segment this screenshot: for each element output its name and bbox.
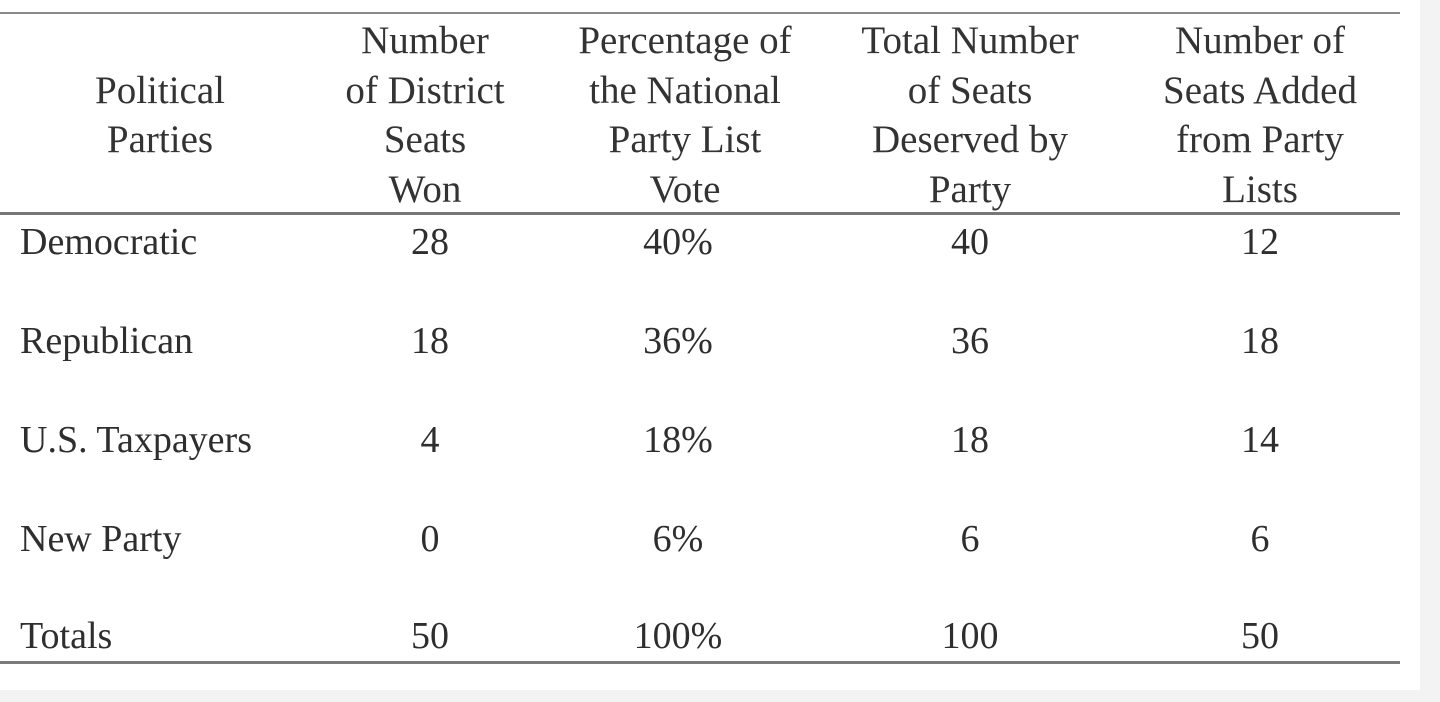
header-political-parties: Political Parties <box>95 68 225 162</box>
table-top-rule <box>0 12 1400 14</box>
district-seats-cell: 18 <box>411 320 449 362</box>
seats-deserved-cell: 18 <box>951 419 989 461</box>
table-row: U.S. Taxpayers 4 18% 18 14 <box>0 410 1400 470</box>
vote-percentage-cell: 40% <box>643 221 713 263</box>
seats-deserved-cell: 40 <box>951 221 989 263</box>
party-name-cell: New Party <box>20 518 182 560</box>
table-row: Democratic 28 40% 40 12 <box>0 212 1400 272</box>
district-seats-cell: 0 <box>420 518 440 560</box>
header-national-party-list-vote: Percentage of the National Party List Vo… <box>578 19 792 211</box>
totals-label-cell: Totals <box>20 615 113 657</box>
vote-percentage-cell: 36% <box>643 320 713 362</box>
table-page: Political Parties Number of District Sea… <box>0 12 1400 666</box>
vote-percentage-cell: 6% <box>652 518 704 560</box>
seats-deserved-cell: 6 <box>960 518 980 560</box>
vote-percentage-cell: 18% <box>643 419 713 461</box>
table-bottom-rule <box>0 661 1400 664</box>
seats-deserved-cell: 36 <box>951 320 989 362</box>
district-seats-total-cell: 50 <box>411 615 449 657</box>
table-row: Republican 18 36% 36 18 <box>0 311 1400 371</box>
table-row: New Party 0 6% 6 6 <box>0 509 1400 569</box>
party-name-cell: Republican <box>20 320 194 362</box>
header-district-seats-won: Number of District Seats Won <box>345 19 505 211</box>
seats-added-total-cell: 50 <box>1241 615 1279 657</box>
vote-percentage-total-cell: 100% <box>633 615 723 657</box>
party-name-cell: Democratic <box>20 221 198 263</box>
seats-deserved-total-cell: 100 <box>941 615 999 657</box>
seats-added-cell: 6 <box>1250 518 1270 560</box>
district-seats-cell: 28 <box>411 221 449 263</box>
seats-added-cell: 18 <box>1241 320 1279 362</box>
header-divider-rule <box>0 212 1400 215</box>
seats-added-cell: 14 <box>1241 419 1279 461</box>
seats-added-cell: 12 <box>1241 221 1279 263</box>
page-edge-right <box>1420 0 1440 702</box>
header-total-seats-deserved: Total Number of Seats Deserved by Party <box>861 19 1079 211</box>
party-name-cell: U.S. Taxpayers <box>20 419 252 461</box>
totals-row: Totals 50 100% 100 50 <box>0 606 1400 666</box>
district-seats-cell: 4 <box>420 419 440 461</box>
header-seats-added-from-lists: Number of Seats Added from Party Lists <box>1163 19 1357 211</box>
page-edge-bottom <box>0 690 1440 702</box>
